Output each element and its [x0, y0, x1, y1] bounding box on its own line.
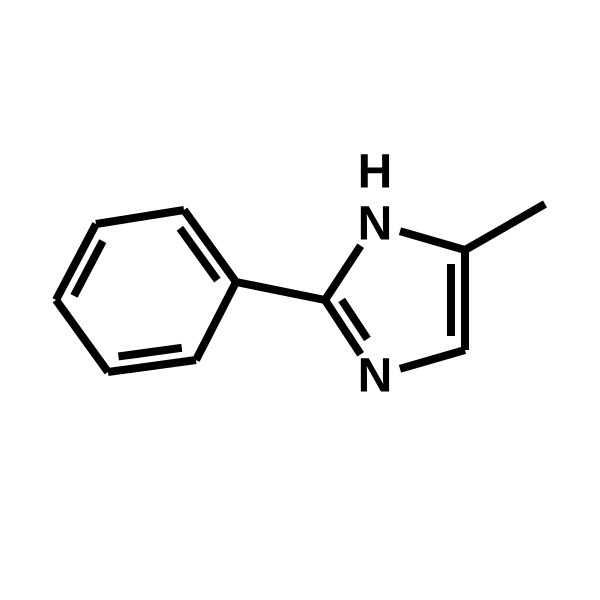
atom-label-h: H [358, 146, 393, 199]
bond-line [400, 350, 465, 369]
bond-line [56, 300, 108, 372]
bond-line [236, 282, 325, 300]
bond-line [108, 360, 196, 372]
bond-line [96, 210, 184, 224]
bond-line [400, 231, 465, 250]
bond-line [325, 246, 361, 300]
bond-line [465, 204, 545, 250]
bond-line [118, 348, 181, 357]
bond-line [196, 282, 236, 360]
molecule-diagram: NHN [0, 0, 600, 600]
atom-label-n: N [358, 350, 393, 403]
atom-label-n: N [358, 198, 393, 251]
